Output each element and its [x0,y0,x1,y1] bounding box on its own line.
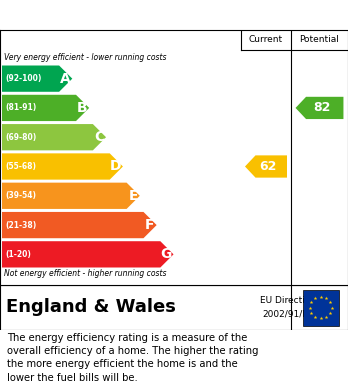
Text: Very energy efficient - lower running costs: Very energy efficient - lower running co… [4,53,166,62]
Text: (21-38): (21-38) [5,221,36,230]
Text: (1-20): (1-20) [5,250,31,259]
Text: Potential: Potential [300,36,339,45]
Text: (69-80): (69-80) [5,133,36,142]
Text: EU Directive: EU Directive [260,296,316,305]
Text: F: F [145,218,155,232]
Polygon shape [245,155,287,178]
Polygon shape [2,183,140,209]
Text: (92-100): (92-100) [5,74,41,83]
Text: Not energy efficient - higher running costs: Not energy efficient - higher running co… [4,269,166,278]
Polygon shape [2,241,174,267]
Text: C: C [94,130,104,144]
Text: D: D [109,160,121,174]
Polygon shape [2,212,157,238]
Text: (81-91): (81-91) [5,104,36,113]
Text: 62: 62 [259,160,277,173]
Text: Energy Efficiency Rating: Energy Efficiency Rating [69,7,279,23]
Text: England & Wales: England & Wales [6,298,176,316]
Text: E: E [128,189,138,203]
Text: 2002/91/EC: 2002/91/EC [262,310,314,319]
Text: G: G [160,248,172,261]
Polygon shape [295,97,343,119]
Polygon shape [2,153,123,179]
Text: A: A [60,72,70,86]
Text: (55-68): (55-68) [5,162,36,171]
Text: (39-54): (39-54) [5,191,36,200]
Polygon shape [2,66,72,92]
Text: B: B [77,101,87,115]
Text: 82: 82 [313,101,331,115]
Text: Current: Current [249,36,283,45]
Bar [303,289,339,325]
Text: The energy efficiency rating is a measure of the
overall efficiency of a home. T: The energy efficiency rating is a measur… [7,333,259,383]
Polygon shape [2,95,89,121]
Polygon shape [2,124,106,151]
